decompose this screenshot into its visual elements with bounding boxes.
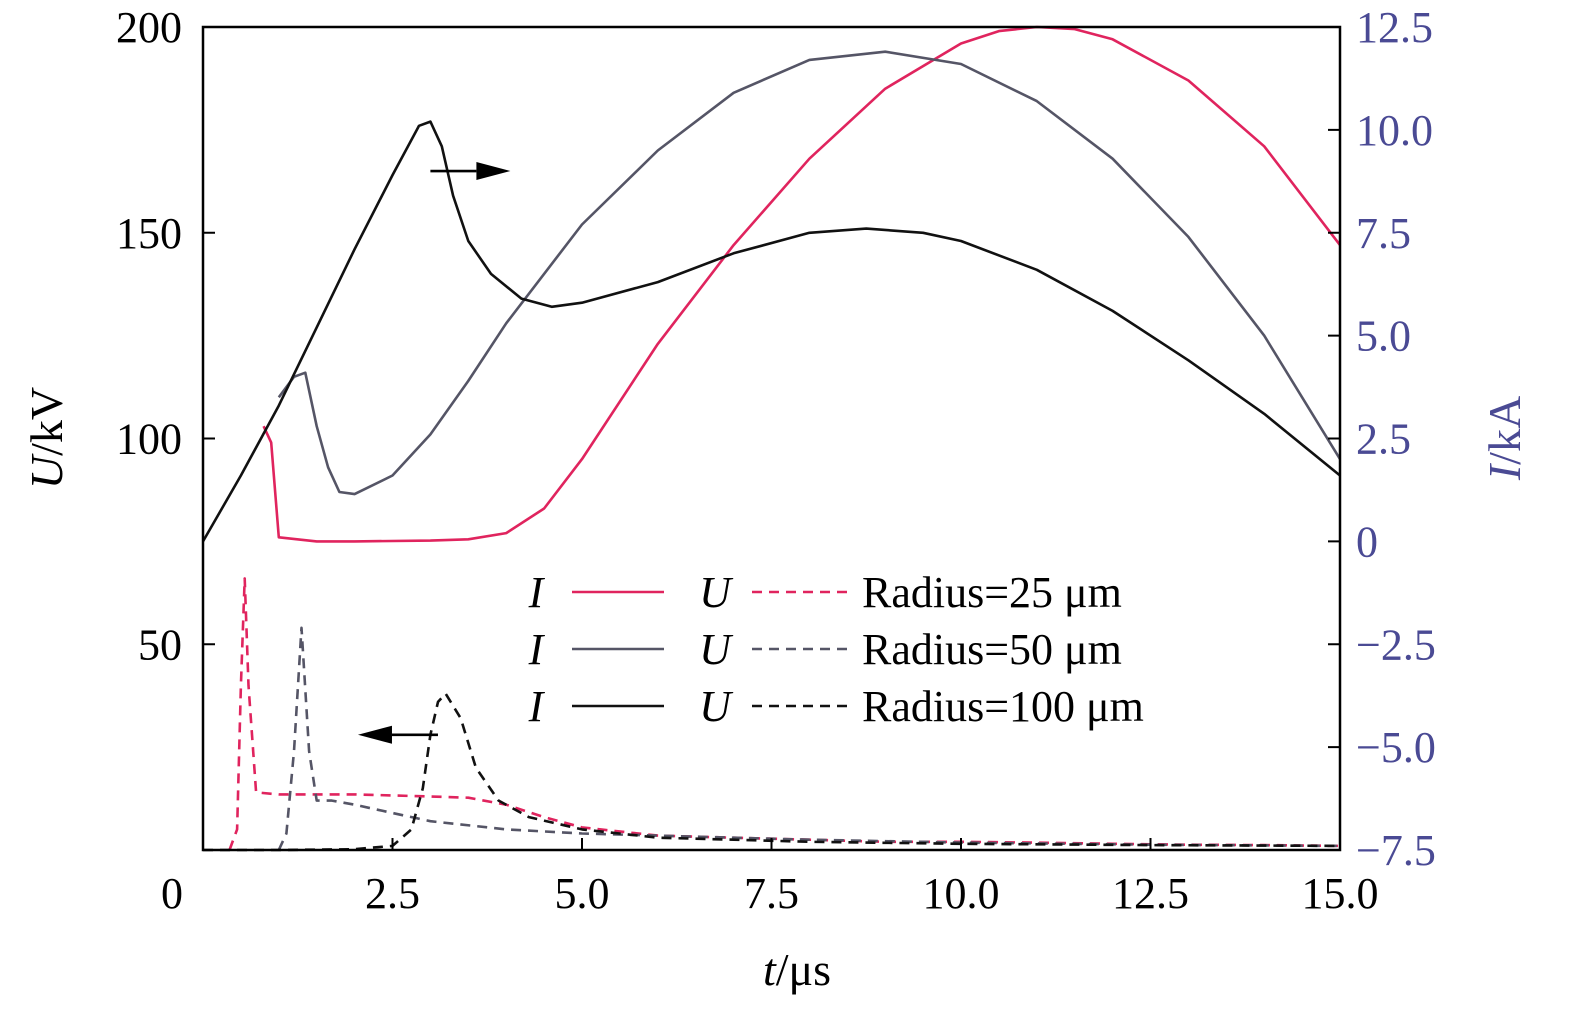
left-y-tick-label: 200	[116, 3, 182, 52]
left-y-axis-var: U	[21, 453, 72, 489]
legend-label: Radius=100 μm	[862, 682, 1144, 731]
left-y-axis-title: U/kV	[21, 387, 72, 489]
legend-i-symbol: I	[528, 682, 546, 731]
series-U-3	[228, 577, 1341, 851]
right-y-tick-label: −2.5	[1356, 620, 1436, 669]
series-I-1	[277, 50, 1342, 496]
right-y-tick-label: 2.5	[1356, 415, 1411, 464]
series-I-0	[262, 25, 1342, 543]
legend-u-symbol: U	[699, 682, 734, 731]
left-y-axis: 50 100 150 200	[116, 3, 215, 669]
legend-label: Radius=25 μm	[862, 568, 1122, 617]
x-origin-label: 0	[161, 869, 183, 918]
x-axis-unit: /μs	[776, 944, 831, 995]
annotations	[357, 162, 511, 744]
right-y-axis: 12.5 10.0 7.5 5.0 2.5 0 −2.5 −5.0 −7.5	[1328, 3, 1436, 875]
right-y-tick-label: 5.0	[1356, 312, 1411, 361]
right-y-tick-label: −7.5	[1356, 826, 1436, 875]
left-y-axis-unit: /kV	[21, 387, 72, 456]
left-y-tick-label: 150	[116, 209, 182, 258]
x-tick-label: 5.0	[555, 869, 610, 918]
right-y-axis-title: I/kA	[1479, 396, 1530, 481]
x-axis-title: t/μs	[763, 944, 831, 995]
series-I-2	[201, 120, 1341, 543]
right-y-axis-var: I	[1479, 462, 1530, 481]
legend: I U Radius=25 μm I U Radius=50 μm I U Radius=100…	[528, 568, 1144, 731]
right-y-axis-unit: /kA	[1479, 396, 1530, 465]
x-tick-label: 10.0	[923, 869, 1000, 918]
right-y-tick-label: 10.0	[1356, 106, 1433, 155]
legend-i-symbol: I	[528, 625, 546, 674]
right-y-tick-label: 0	[1356, 517, 1378, 566]
x-axis: 2.5 5.0 7.5 10.0 12.5 15.0	[202, 838, 1379, 918]
arrow-head	[476, 162, 511, 181]
legend-u-symbol: U	[699, 568, 734, 617]
arrow-head	[357, 725, 392, 744]
left-y-tick-label: 100	[116, 415, 182, 464]
x-tick-label: 12.5	[1112, 869, 1189, 918]
legend-i-symbol: I	[528, 568, 546, 617]
series-U-5	[203, 692, 1341, 852]
x-tick-label: 2.5	[365, 869, 420, 918]
legend-u-symbol: U	[699, 625, 734, 674]
x-axis-var: t	[763, 944, 777, 995]
plot-lines	[201, 25, 1342, 852]
x-tick-label: 15.0	[1302, 869, 1379, 918]
right-y-tick-label: −5.0	[1356, 723, 1436, 772]
right-y-tick-label: 7.5	[1356, 209, 1411, 258]
legend-label: Radius=50 μm	[862, 625, 1122, 674]
series-U-4	[277, 626, 1341, 851]
right-y-tick-label: 12.5	[1356, 3, 1433, 52]
left-y-tick-label: 50	[138, 620, 182, 669]
x-tick-label: 7.5	[744, 869, 799, 918]
